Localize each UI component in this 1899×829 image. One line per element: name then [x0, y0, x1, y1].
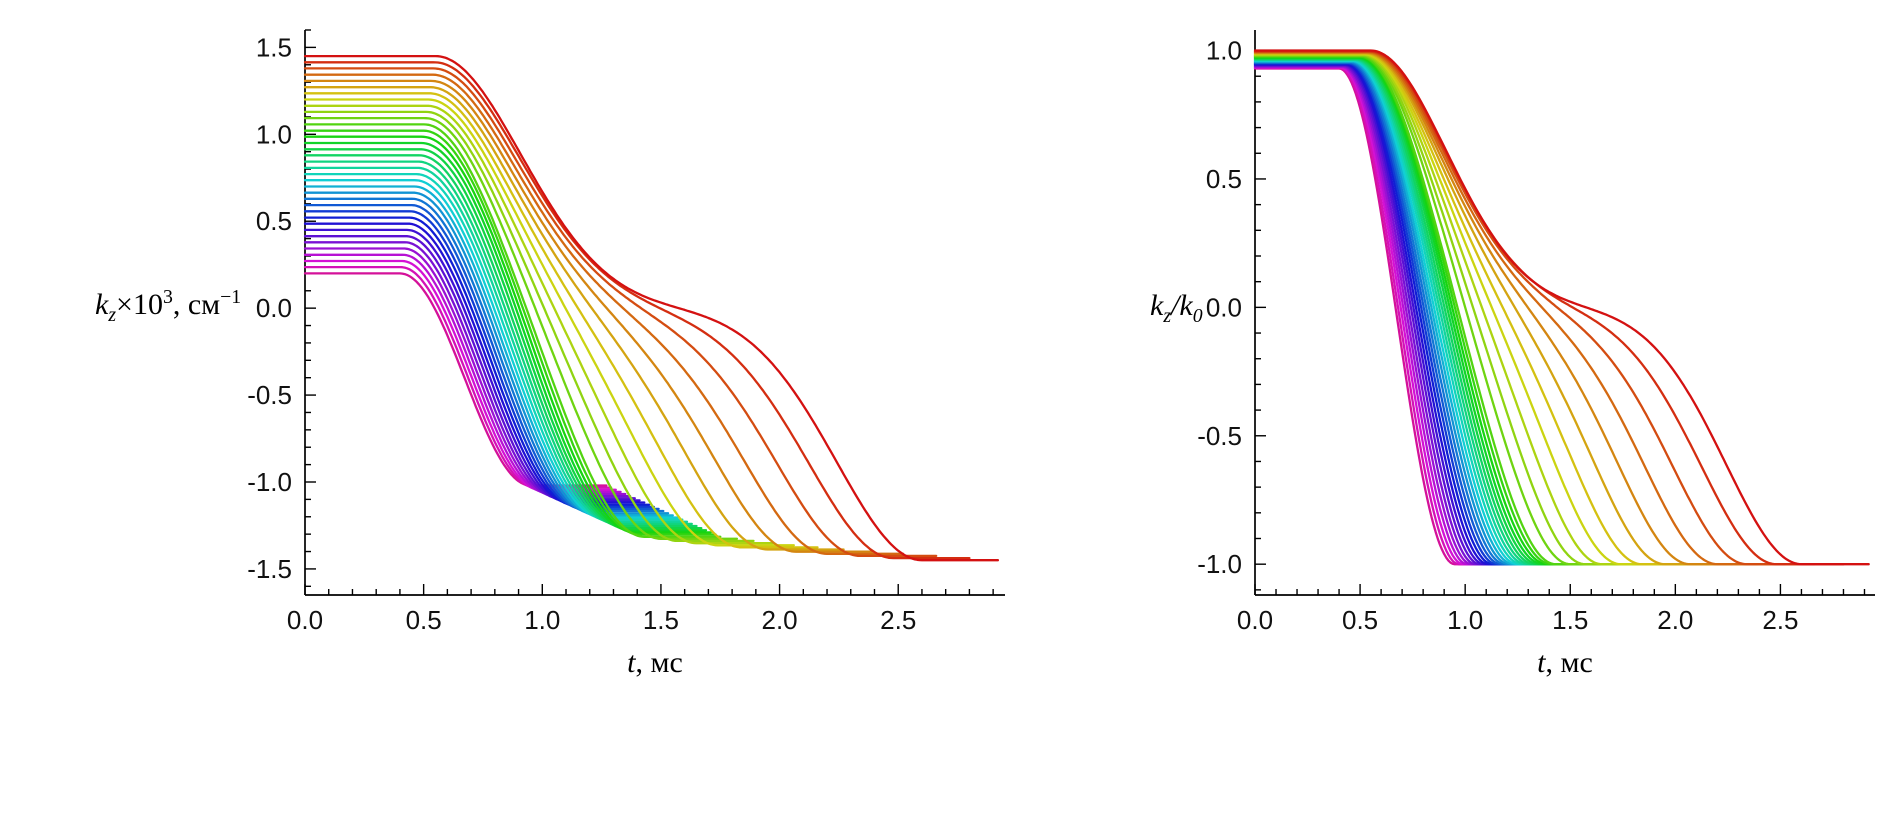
x-tick-label: 2.5 [880, 605, 916, 635]
x-tick-label: 1.5 [643, 605, 679, 635]
left-y-axis-label: kz×103, см−1 [95, 286, 241, 327]
y-tick-label: 0.0 [256, 293, 292, 323]
x-symbol: t [627, 646, 636, 679]
y-factor: ×10 [116, 288, 163, 321]
curve-5 [303, 241, 632, 498]
y-slash: / [1171, 289, 1180, 322]
curve-35 [303, 54, 1000, 562]
curve-20 [303, 148, 703, 530]
curve-27 [303, 104, 774, 545]
y-tick-label: 0.5 [256, 206, 292, 236]
curve-29 [303, 92, 819, 549]
ticks [304, 29, 994, 595]
curve-35 [1253, 49, 1870, 566]
curves [303, 54, 1000, 562]
curve-19 [303, 154, 698, 528]
curve-16 [303, 172, 684, 521]
x-tick-label: 1.5 [1552, 605, 1588, 635]
y-tick-label: -0.5 [1197, 421, 1242, 451]
curve-30 [303, 86, 845, 551]
y-unit: , см [172, 288, 221, 321]
y-tick-label: -1.0 [1197, 549, 1242, 579]
curve-31 [1253, 51, 1759, 566]
x-tick-label: 1.0 [524, 605, 560, 635]
x-tick-label: 0.5 [406, 605, 442, 635]
y-symbol2: k [1179, 289, 1193, 322]
curve-33 [1253, 50, 1816, 566]
curve-34 [303, 61, 971, 560]
x-tick-label: 2.5 [1762, 605, 1798, 635]
x-unit: , мс [1545, 646, 1593, 679]
curve-26 [303, 110, 755, 543]
right-y-axis-label: kz/k0 [1150, 289, 1203, 328]
tick-labels: 0.0 0.5 1.0 1.5 2.0 2.5 1.5 1.0 0.5 0.0 -0.5 -1.0 -1… [247, 32, 916, 635]
curve-28 [303, 98, 795, 547]
y-tick-label: 1.0 [1206, 36, 1242, 66]
x-tick-label: 0.0 [287, 605, 323, 635]
y-tick-label: 0.0 [1206, 292, 1242, 322]
y-symbol: k [1150, 289, 1164, 322]
y-tick-label: -0.5 [247, 380, 292, 410]
left-chart-canvas: 0.0 0.5 1.0 1.5 2.0 2.5 1.5 1.0 0.5 0.0 -0.5 -1.0 -1… [247, 29, 1005, 635]
y-unit-sup: −1 [220, 286, 242, 308]
x-tick-label: 0.0 [1237, 605, 1273, 635]
ticks [1254, 49, 1866, 595]
curve-17 [303, 166, 689, 523]
y-tick-label: 1.5 [256, 32, 292, 62]
x-tick-label: 2.0 [1657, 605, 1693, 635]
curve-25 [303, 116, 739, 540]
x-tick-label: 0.5 [1342, 605, 1378, 635]
y-tick-label: -1.5 [247, 554, 292, 584]
curve-10 [303, 210, 655, 509]
y-tick-label: 0.5 [1206, 164, 1242, 194]
curve-33 [303, 67, 938, 558]
right-chart-canvas: 0.0 0.5 1.0 1.5 2.0 2.5 1.0 0.5 0.0 -0.5 -1.0 [1197, 30, 1875, 635]
y-tick-label: -1.0 [247, 467, 292, 497]
y-symbol-sub: z [108, 304, 117, 326]
x-symbol: t [1537, 646, 1546, 679]
curve-18 [303, 160, 693, 526]
x-tick-label: 1.0 [1447, 605, 1483, 635]
y-factor-sup: 3 [162, 286, 173, 308]
tick-labels: 0.0 0.5 1.0 1.5 2.0 2.5 1.0 0.5 0.0 -0.5 -1.0 [1197, 36, 1798, 635]
curve-32 [303, 73, 905, 555]
y-symbol-sub: z [1163, 305, 1172, 327]
y-symbol2-sub: 0 [1192, 305, 1203, 327]
curve-21 [303, 141, 708, 532]
left-x-axis-label: t, мс [545, 646, 765, 680]
x-tick-label: 2.0 [761, 605, 797, 635]
y-symbol: k [95, 288, 109, 321]
curve-34 [1253, 49, 1845, 566]
y-tick-label: 1.0 [256, 119, 292, 149]
curves [1253, 49, 1870, 566]
right-x-axis-label: t, мс [1455, 646, 1675, 680]
x-unit: , мс [635, 646, 683, 679]
curve-31 [303, 79, 874, 553]
axes [1254, 30, 1875, 596]
